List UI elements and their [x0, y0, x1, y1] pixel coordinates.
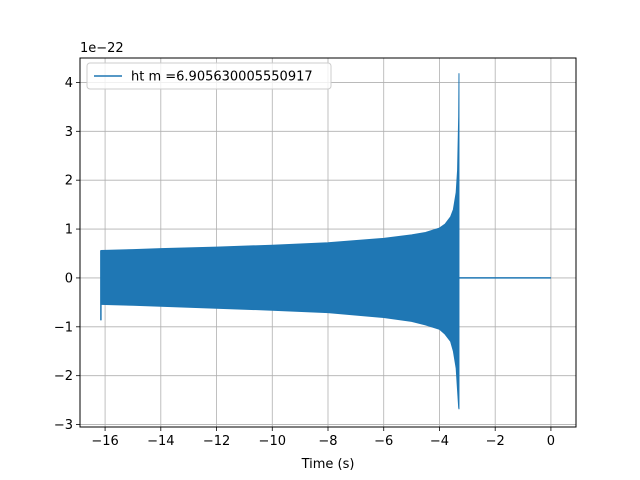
x-axis: −16 −14 −12 −10 −8 −6 −4 −2 0	[91, 427, 555, 449]
x-tick-label: −8	[318, 434, 337, 449]
y-tick-label: 1	[65, 223, 73, 238]
y-tick-label: 2	[65, 174, 73, 189]
x-tick-label: −4	[430, 434, 449, 449]
grid	[80, 58, 576, 427]
legend-label: ht m =6.905630005550917	[131, 70, 313, 85]
y-tick-label: −3	[54, 418, 73, 433]
x-tick-label: −16	[91, 434, 118, 449]
plot-area	[100, 73, 551, 410]
x-tick-label: −12	[203, 434, 230, 449]
series-envelope	[100, 73, 460, 410]
y-tick-label: 4	[65, 76, 73, 91]
x-tick-label: −10	[259, 434, 286, 449]
y-offset-label: 1e−22	[80, 41, 124, 56]
y-tick-label: −1	[54, 320, 73, 335]
x-axis-label: Time (s)	[301, 457, 355, 472]
y-tick-label: 0	[65, 271, 73, 286]
legend-box	[86, 62, 332, 90]
y-tick-label: 3	[65, 125, 73, 140]
x-tick-label: −6	[374, 434, 393, 449]
y-tick-label: −2	[54, 369, 73, 384]
x-tick-label: −2	[486, 434, 505, 449]
y-axis: −3 −2 −1 0 1 2 3 4	[54, 76, 80, 433]
legend: ht m =6.905630005550917	[86, 62, 332, 90]
x-tick-label: 0	[547, 434, 555, 449]
x-tick-label: −14	[147, 434, 174, 449]
